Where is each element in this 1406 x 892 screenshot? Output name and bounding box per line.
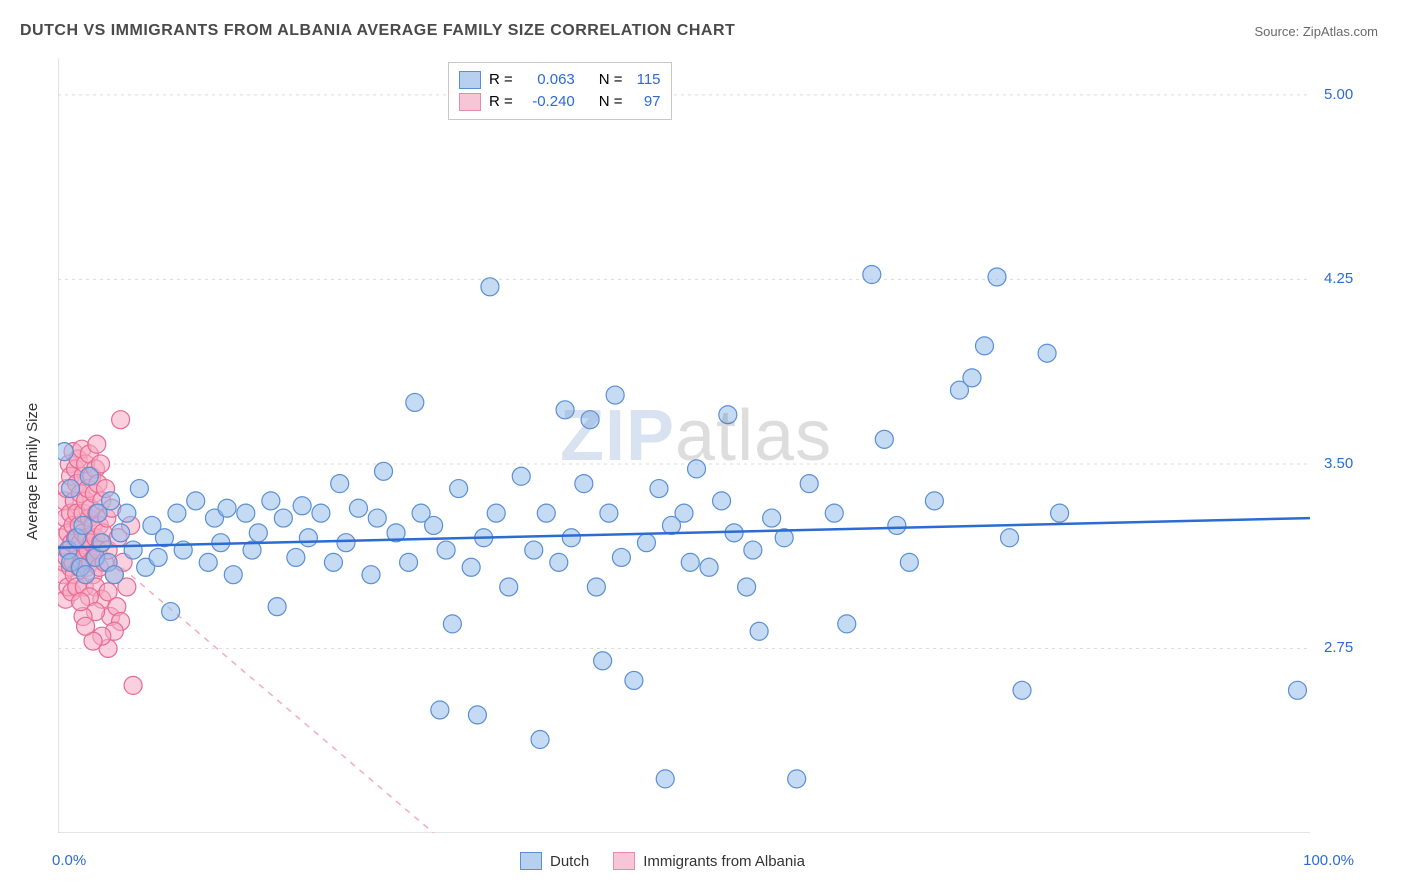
legend-label-albania: Immigrants from Albania (643, 853, 805, 870)
r-label: R = (489, 91, 513, 113)
swatch-dutch (520, 852, 542, 870)
legend-series: Dutch Immigrants from Albania (520, 852, 805, 870)
n-value-albania: 97 (631, 91, 661, 113)
legend-row-albania: R = -0.240 N = 97 (459, 91, 661, 113)
swatch-albania (459, 93, 481, 111)
r-value-albania: -0.240 (521, 91, 575, 113)
legend-item-dutch: Dutch (520, 852, 589, 870)
swatch-albania (613, 852, 635, 870)
y-axis-label: Average Family Size (24, 403, 41, 540)
x-min-label: 0.0% (52, 852, 86, 869)
legend-item-albania: Immigrants from Albania (613, 852, 805, 870)
n-label: N = (599, 69, 623, 91)
n-value-dutch: 115 (631, 69, 661, 91)
y-tick-label: 4.25 (1324, 270, 1353, 287)
source-attribution: Source: ZipAtlas.com (1254, 24, 1378, 39)
x-max-label: 100.0% (1303, 852, 1354, 869)
legend-label-dutch: Dutch (550, 853, 589, 870)
r-value-dutch: 0.063 (521, 69, 575, 91)
chart-container: DUTCH VS IMMIGRANTS FROM ALBANIA AVERAGE… (0, 0, 1406, 892)
chart-title: DUTCH VS IMMIGRANTS FROM ALBANIA AVERAGE… (20, 22, 735, 40)
y-tick-label: 3.50 (1324, 455, 1353, 472)
n-label: N = (599, 91, 623, 113)
swatch-dutch (459, 71, 481, 89)
y-tick-label: 5.00 (1324, 86, 1353, 103)
r-label: R = (489, 69, 513, 91)
legend-correlation: R = 0.063 N = 115 R = -0.240 N = 97 (448, 62, 672, 120)
legend-row-dutch: R = 0.063 N = 115 (459, 69, 661, 91)
y-tick-label: 2.75 (1324, 639, 1353, 656)
scatter-plot (58, 58, 1310, 833)
